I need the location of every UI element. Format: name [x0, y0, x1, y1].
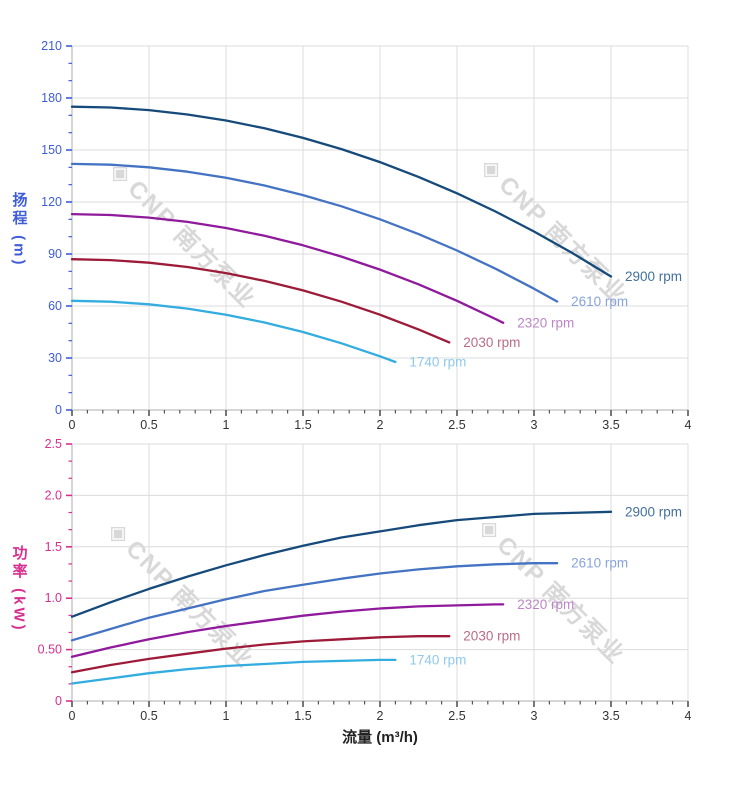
rpm-label-2320rpm: 2320 rpm — [517, 597, 574, 612]
x-tick-label: 3.5 — [602, 709, 619, 723]
flow-axis-title: 流量 (m³/h) — [342, 729, 418, 746]
curve-2900rpm-head — [70, 105, 613, 278]
rpm-label-2900rpm: 2900 rpm — [625, 269, 682, 284]
y-tick-label: 0 — [55, 403, 62, 417]
head-axis-title: 扬程 (m) — [10, 192, 28, 268]
power-axis-title: 功率 (kW) — [10, 545, 28, 633]
curve-2900rpm-power — [70, 510, 613, 618]
x-tick-label: 2.5 — [448, 418, 465, 432]
x-tick-label: 3 — [531, 709, 538, 723]
y-tick-label: 180 — [41, 91, 62, 105]
y-tick-label: 1.0 — [45, 591, 62, 605]
rpm-label-2030rpm: 2030 rpm — [463, 629, 520, 644]
rpm-label-2030rpm: 2030 rpm — [463, 335, 520, 350]
curve-2030rpm-head — [70, 258, 451, 344]
x-tick-label: 0.5 — [140, 418, 157, 432]
rpm-label-2320rpm: 2320 rpm — [517, 315, 574, 330]
curve-2610rpm-head — [70, 162, 559, 303]
curve-1740rpm-head — [70, 299, 397, 364]
x-tick-label: 4 — [685, 709, 692, 723]
x-tick-label: 0.5 — [140, 709, 157, 723]
rpm-label-2900rpm: 2900 rpm — [625, 504, 682, 519]
x-tick-label: 1.5 — [294, 418, 311, 432]
y-tick-label: 1.5 — [45, 540, 62, 554]
x-tick-label: 3 — [531, 418, 538, 432]
y-tick-label: 60 — [48, 299, 62, 313]
y-tick-label: 2.0 — [45, 488, 62, 502]
x-tick-label: 1 — [223, 709, 230, 723]
x-tick-label: 3.5 — [602, 418, 619, 432]
x-tick-label: 2.5 — [448, 709, 465, 723]
x-tick-label: 0 — [69, 418, 76, 432]
y-tick-label: 2.5 — [45, 437, 62, 451]
x-tick-label: 2 — [377, 709, 384, 723]
y-tick-label: 210 — [41, 39, 62, 53]
x-tick-label: 1 — [223, 418, 230, 432]
x-tick-label: 2 — [377, 418, 384, 432]
curve-2320rpm-head — [70, 212, 505, 324]
y-tick-label: 0 — [55, 694, 62, 708]
y-tick-label: 90 — [48, 247, 62, 261]
rpm-label-2610rpm: 2610 rpm — [571, 294, 628, 309]
x-tick-label: 4 — [685, 418, 692, 432]
curve-1740rpm-power — [70, 658, 397, 685]
y-tick-label: 120 — [41, 195, 62, 209]
rpm-label-2610rpm: 2610 rpm — [571, 556, 628, 571]
x-tick-label: 1.5 — [294, 709, 311, 723]
curve-2030rpm-power — [70, 635, 451, 674]
x-tick-label: 0 — [69, 709, 76, 723]
rpm-label-1740rpm: 1740 rpm — [409, 652, 466, 667]
rpm-label-1740rpm: 1740 rpm — [409, 354, 466, 369]
y-tick-label: 30 — [48, 351, 62, 365]
y-tick-label: 0.50 — [38, 643, 62, 657]
curve-2320rpm-power — [70, 603, 505, 658]
curve-2610rpm-power — [70, 562, 559, 642]
y-tick-label: 150 — [41, 143, 62, 157]
